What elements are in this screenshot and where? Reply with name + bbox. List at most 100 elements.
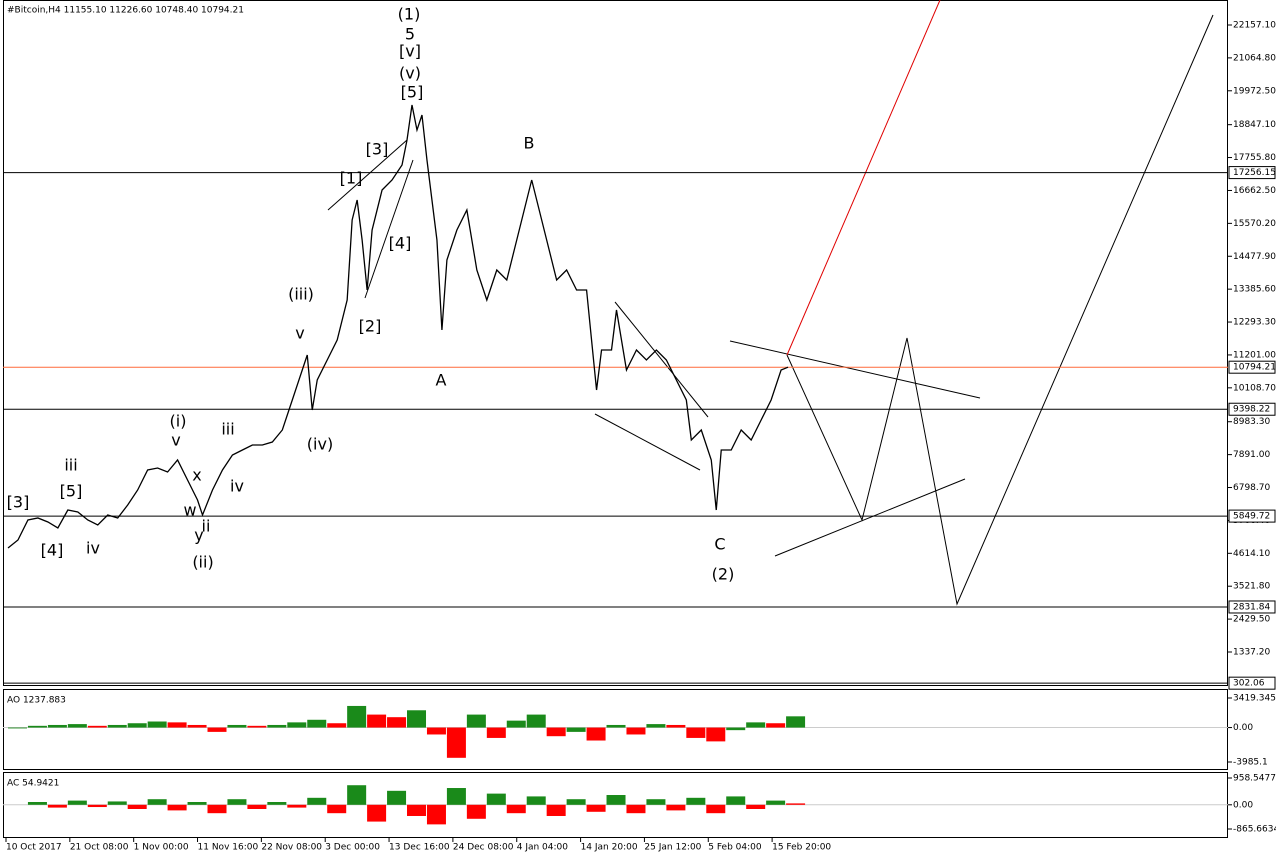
histogram-bar — [486, 793, 506, 805]
histogram-bar — [566, 727, 586, 732]
price-line — [7, 104, 789, 549]
level-label: 302.06 — [1233, 679, 1265, 689]
histogram-bar — [267, 802, 287, 805]
histogram-bar — [187, 724, 207, 728]
histogram-bar — [666, 804, 686, 811]
histogram-bar — [47, 804, 67, 808]
histogram-bar — [247, 725, 267, 728]
wave-label: [4] — [389, 234, 412, 253]
histogram-bar — [7, 727, 27, 729]
wave-label: C — [714, 535, 725, 554]
level-label: 17256.15 — [1233, 168, 1276, 178]
wave-label: [2] — [359, 317, 382, 336]
histogram-bar — [686, 727, 706, 738]
histogram-bar — [187, 802, 207, 805]
x-tick-label: 21 Oct 08:00 — [70, 843, 129, 853]
histogram-bar — [47, 724, 67, 728]
y-tick-label: 3521.80 — [1233, 582, 1270, 592]
y-tick-label: 8983.30 — [1233, 417, 1270, 427]
histogram-bar — [426, 727, 446, 735]
histogram-bar — [426, 804, 446, 825]
histogram-bar — [307, 719, 327, 728]
wave-label: B — [524, 134, 535, 153]
y-tick-label: 15570.20 — [1233, 219, 1276, 229]
x-tick-label: 24 Dec 08:00 — [453, 843, 514, 853]
histogram-bar — [87, 804, 107, 808]
histogram-bar — [227, 799, 247, 805]
histogram-bar — [347, 785, 367, 805]
wave-label: [v] — [399, 42, 421, 61]
x-tick-label: 3 Dec 00:00 — [325, 843, 380, 853]
histogram-bar — [586, 804, 606, 812]
wave-label: (2) — [712, 565, 735, 584]
wave-label: [5] — [60, 482, 83, 501]
panel-title: AC 54.9421 — [7, 779, 59, 789]
histogram-bar — [726, 796, 746, 805]
wave-label: v — [171, 431, 180, 450]
y-tick-label: 19972.50 — [1233, 86, 1276, 96]
histogram-bar — [466, 714, 486, 728]
x-tick-label: 5 Feb 04:00 — [708, 843, 762, 853]
x-tick-label: 22 Nov 08:00 — [261, 843, 322, 853]
histogram-bar — [127, 804, 147, 809]
wave-label: (iv) — [307, 435, 333, 454]
level-label-box — [1228, 676, 1276, 690]
level-label: 10794.21 — [1233, 363, 1276, 373]
trend-line — [729, 340, 981, 399]
histogram-bar — [606, 795, 626, 805]
histogram-bar — [367, 714, 387, 728]
y-tick-label: 7891.00 — [1233, 450, 1270, 460]
level-label: 5849.72 — [1233, 512, 1270, 522]
level-label-box — [1228, 600, 1276, 614]
y-tick-label: 21064.80 — [1233, 53, 1276, 63]
histogram-bar — [766, 723, 786, 728]
x-tick-label: 15 Feb 20:00 — [772, 843, 831, 853]
trend-line — [364, 159, 414, 299]
histogram-bar — [147, 721, 167, 728]
y-tick-label: 6798.70 — [1233, 483, 1270, 493]
y-tick-label: -3985.1 — [1233, 758, 1268, 768]
histogram-bar — [786, 716, 806, 728]
trend-line — [614, 301, 709, 418]
y-tick-label: 958.5477 — [1233, 773, 1276, 783]
x-tick-label: 4 Jan 04:00 — [517, 843, 569, 853]
histogram-bar — [367, 804, 387, 822]
histogram-bar — [486, 727, 506, 738]
histogram-bar — [167, 804, 187, 811]
main-frame — [3, 0, 1228, 686]
histogram-bar — [746, 804, 766, 809]
histogram-bar — [147, 799, 167, 805]
histogram-bar — [107, 724, 127, 728]
histogram-bar — [586, 727, 606, 741]
plot: #Bitcoin,H4 11155.10 11226.60 10748.40 1… — [3, 5, 1276, 853]
y-tick-label: 16662.50 — [1233, 186, 1276, 196]
histogram-bar — [327, 804, 347, 814]
y-tick-label: 10108.70 — [1233, 383, 1276, 393]
y-tick-label: 0.00 — [1233, 800, 1253, 810]
wave-label: (v) — [399, 64, 421, 83]
histogram-bar — [27, 725, 47, 728]
histogram-bar — [566, 799, 586, 805]
y-tick-label: -865.6634 — [1233, 825, 1276, 835]
histogram-bar — [407, 804, 427, 816]
histogram-bar — [786, 803, 806, 805]
wave-label: (iii) — [288, 285, 314, 304]
histogram-bar — [387, 717, 407, 728]
trend-lines — [327, 0, 1214, 606]
histogram-bar — [446, 727, 466, 758]
y-tick-label: 18847.10 — [1233, 120, 1276, 130]
wave-label: (ii) — [192, 553, 213, 572]
histogram-bar — [726, 727, 746, 731]
histogram-bar — [646, 724, 666, 728]
x-tick-label: 10 Oct 2017 — [6, 843, 62, 853]
histogram-bar — [287, 804, 307, 808]
x-tick-label: 14 Jan 20:00 — [581, 843, 638, 853]
wave-label: (i) — [170, 412, 187, 431]
wave-label: [3] — [7, 493, 30, 512]
histogram-bar — [746, 722, 766, 728]
level-label: 9398.22 — [1233, 405, 1270, 415]
y-tick-label: 14477.90 — [1233, 252, 1276, 262]
level-label-box — [1228, 166, 1276, 180]
histogram-bar — [167, 722, 187, 728]
